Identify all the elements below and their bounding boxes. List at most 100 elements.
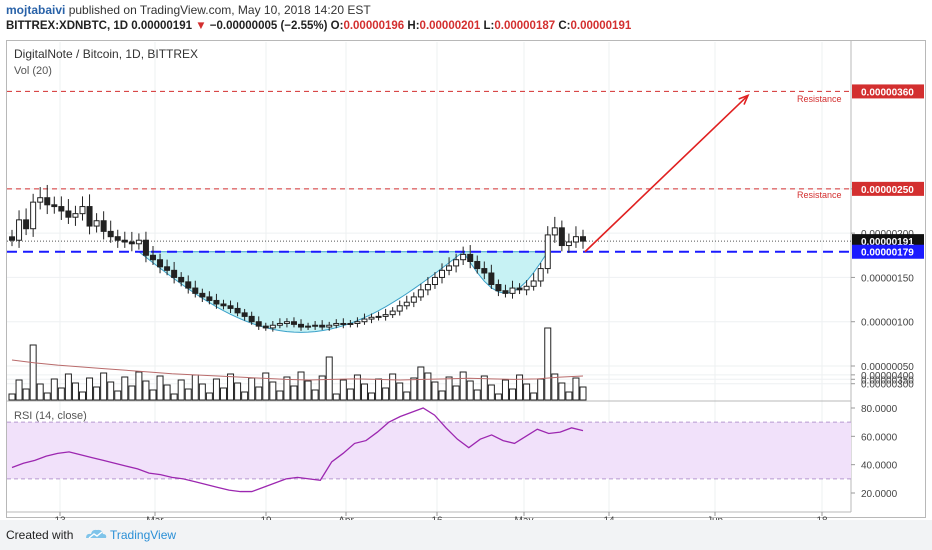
- volume-bar: [431, 381, 439, 401]
- volume-bar: [473, 389, 481, 401]
- author-link[interactable]: mojtabaivi: [6, 3, 66, 17]
- price-tick-label: 0.00000400: [861, 371, 914, 382]
- volume-bar: [170, 393, 178, 401]
- candle: [262, 322, 269, 331]
- candle: [227, 300, 234, 314]
- volume-bar: [276, 390, 284, 401]
- volume-bar: [269, 381, 277, 401]
- volume-bar: [234, 382, 242, 401]
- rsi-indicator-label: RSI (14, close): [14, 410, 87, 422]
- volume-bar: [459, 371, 467, 401]
- price-candles: [9, 184, 586, 332]
- candle-body: [382, 314, 389, 317]
- candle: [114, 229, 121, 248]
- volume-bar: [114, 390, 122, 401]
- symbol-label[interactable]: BITTREX:XDNBTC, 1D: [6, 20, 129, 32]
- candle: [135, 233, 142, 250]
- candle-body: [446, 265, 453, 271]
- volume-bar: [410, 377, 418, 401]
- volume-bar: [346, 388, 354, 401]
- candle: [453, 253, 460, 273]
- candle: [333, 319, 340, 329]
- candle-body: [157, 259, 164, 268]
- open-label: O:: [330, 20, 344, 32]
- candle: [460, 246, 467, 265]
- tradingview-brand[interactable]: TradingView: [110, 528, 177, 542]
- candle: [51, 196, 58, 214]
- rsi-band-fill: [7, 422, 851, 479]
- volume-bar: [248, 377, 256, 401]
- candle: [37, 187, 44, 210]
- volume-bar: [325, 356, 333, 401]
- volume-bar: [149, 389, 157, 401]
- symbol-quote-line: BITTREX:XDNBTC, 1D 0.00000191 ▼ −0.00000…: [6, 20, 631, 32]
- candle-body: [551, 227, 558, 236]
- volume-bar: [255, 386, 263, 401]
- candle-body: [354, 321, 361, 324]
- rsi-tick-label: 80.0000: [861, 404, 898, 415]
- candle-body: [424, 284, 431, 291]
- candle-body: [30, 201, 37, 230]
- tradingview-cloud-icon[interactable]: [84, 526, 108, 542]
- volume-bar: [523, 383, 531, 401]
- volume-bar: [368, 392, 376, 401]
- volume-bar: [15, 379, 23, 401]
- candle-body: [100, 220, 107, 232]
- candle: [128, 231, 135, 252]
- volume-bar: [438, 390, 446, 401]
- volume-bar: [311, 389, 319, 401]
- chart-frame[interactable]: [6, 40, 926, 518]
- candle-body: [58, 206, 65, 212]
- candle: [439, 263, 446, 284]
- candle: [375, 311, 382, 321]
- candle: [86, 194, 93, 235]
- candle-body: [44, 197, 51, 206]
- candle-body: [65, 210, 72, 218]
- low-value: 0.00000187: [494, 20, 556, 32]
- volume-bar: [93, 386, 101, 401]
- price-tick-label: 0.00000300: [861, 380, 914, 391]
- candle: [121, 231, 128, 248]
- candle: [326, 321, 333, 331]
- price-tick-label: 0.00000350: [861, 375, 914, 386]
- volume-bar: [480, 375, 488, 401]
- candle: [347, 320, 354, 328]
- volume-bar: [466, 380, 474, 401]
- candle-body: [375, 315, 382, 318]
- volume-bar: [22, 388, 30, 401]
- high-value: 0.00000201: [419, 20, 481, 32]
- candle-body: [107, 230, 114, 238]
- candle-body: [558, 227, 565, 247]
- candle-body: [213, 299, 220, 305]
- volume-bar: [191, 374, 199, 401]
- candle-body: [86, 206, 93, 227]
- volume-bar: [262, 372, 270, 401]
- candle: [467, 245, 474, 269]
- candle-body: [333, 322, 340, 326]
- candle-body: [509, 287, 516, 294]
- candle: [178, 272, 185, 287]
- candle-body: [453, 259, 460, 267]
- candle-body: [128, 241, 135, 245]
- candle: [206, 291, 213, 305]
- candle: [157, 253, 164, 274]
- candle: [305, 322, 312, 330]
- volume-bar: [36, 383, 44, 401]
- rsi-panel: [11, 407, 584, 493]
- candle-body: [164, 266, 171, 271]
- candle: [410, 292, 417, 308]
- volume-bar: [509, 388, 517, 401]
- candle: [431, 272, 438, 289]
- candle: [417, 283, 424, 301]
- candle: [290, 317, 297, 328]
- support-price-badge-bg: [852, 244, 924, 259]
- candle: [16, 210, 23, 248]
- candle-body: [72, 213, 79, 218]
- volume-bar: [121, 376, 129, 401]
- candle: [537, 262, 544, 287]
- resistance-price-badge-lower-bg: [852, 181, 924, 196]
- candle: [79, 196, 86, 221]
- volume-bar: [227, 373, 235, 401]
